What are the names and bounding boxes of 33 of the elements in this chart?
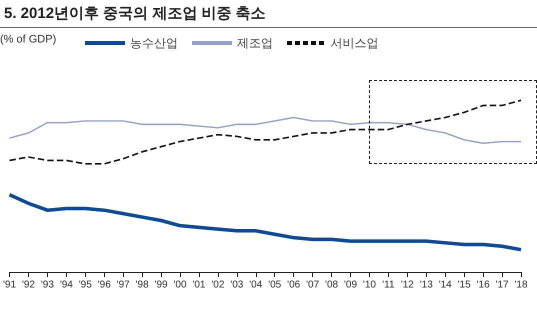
y-axis-title: (% of GDP) (0, 34, 56, 46)
x-tick-label: '11 (382, 280, 395, 290)
x-tick-label: '94 (60, 280, 74, 290)
x-tick-label: '02 (211, 280, 225, 290)
x-tick-label: '96 (98, 280, 112, 290)
x-tick-label: '16 (476, 280, 490, 290)
x-tick-label: '01 (192, 280, 206, 290)
x-tick-label: '91 (2, 280, 16, 290)
x-tick-label: '17 (496, 280, 510, 290)
x-tick-label: '00 (173, 280, 187, 290)
x-tick-label: '08 (325, 280, 339, 290)
x-tick-label: '99 (154, 280, 168, 290)
x-tick-label: '93 (40, 280, 54, 290)
x-tick-label: '04 (249, 280, 263, 290)
x-tick-label: '97 (116, 280, 130, 290)
chart-title: 5. 2012년이후 중국의 제조업 비중 축소 (4, 4, 266, 23)
x-tick-label: '15 (458, 280, 472, 290)
x-tick-label: '06 (287, 280, 301, 290)
legend-label: 제조업 (237, 36, 273, 50)
legend-label: 농수산업 (130, 36, 178, 50)
x-tick-label: '18 (514, 280, 528, 290)
x-tick-label: '98 (136, 280, 150, 290)
x-tick-label: '05 (268, 280, 282, 290)
x-tick-label: '09 (344, 280, 358, 290)
x-tick-label: '12 (400, 280, 414, 290)
x-tick-label: '14 (438, 280, 452, 290)
legend-label: 서비스업 (330, 36, 378, 50)
x-tick-label: '03 (230, 280, 244, 290)
x-tick-label: '92 (22, 280, 36, 290)
x-tick-label: '13 (420, 280, 434, 290)
x-tick-label: '10 (362, 280, 376, 290)
x-tick-label: '95 (78, 280, 92, 290)
x-tick-label: '07 (306, 280, 320, 290)
